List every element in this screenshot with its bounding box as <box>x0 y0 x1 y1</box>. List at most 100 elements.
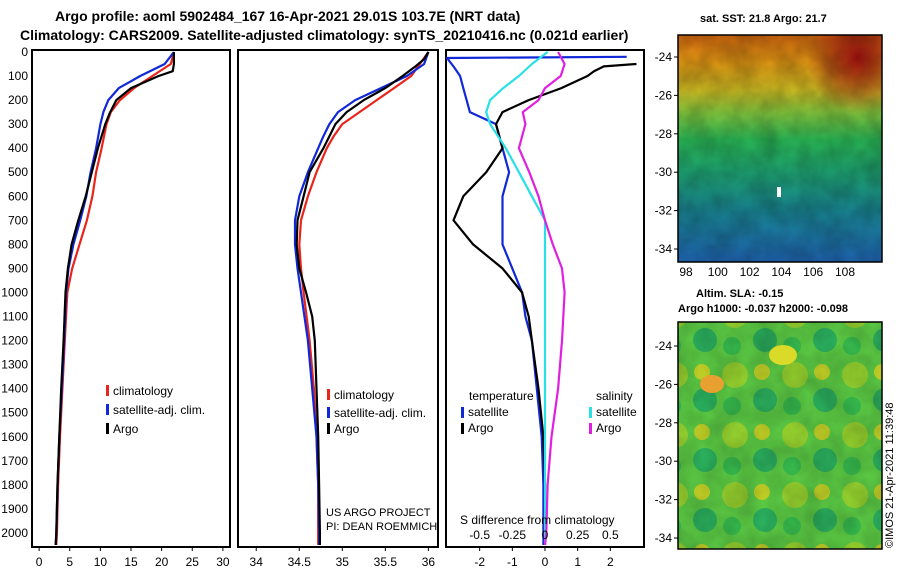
p2-legend-argo: Argo <box>334 422 360 436</box>
panel2-xtick-labels: 34 34.5 35 35.5 36 <box>250 547 436 569</box>
map1-ytick--32: -32 <box>655 204 673 218</box>
depth-tick-1100: 1100 <box>2 310 28 324</box>
panel1-frame <box>31 49 231 548</box>
depth-tick-200: 200 <box>8 93 28 107</box>
p3-xtick-temp-0: 0 <box>542 555 549 569</box>
map2-ytick--28: -28 <box>655 416 673 430</box>
map1-xtick-98: 98 <box>679 265 693 279</box>
map1-xtick-108: 108 <box>835 265 855 279</box>
p3-xtick-temp--1: -1 <box>507 555 518 569</box>
p1-xtick-10: 10 <box>94 555 108 569</box>
p2-xtick-35.5: 35.5 <box>374 555 398 569</box>
p1-xtick-25: 25 <box>186 555 200 569</box>
p1-xtick-20: 20 <box>155 555 169 569</box>
p2-legend-argo-swatch <box>327 423 330 434</box>
map2-title2: Argo h1000: -0.037 h2000: -0.098 <box>678 303 848 315</box>
map1-ytick-labels: -24 -26 -28 -30 -32 -34 <box>655 50 678 256</box>
map1-xtick-102: 102 <box>740 265 760 279</box>
series-argo <box>54 52 175 546</box>
p1-legend-clim: climatology <box>113 384 173 398</box>
p2-legend-sat-swatch <box>327 407 330 418</box>
depth-tick-100: 100 <box>8 69 28 83</box>
depth-tick-700: 700 <box>8 213 28 227</box>
panel1-series <box>54 51 175 546</box>
p2-xtick-34.5: 34.5 <box>288 555 312 569</box>
series-salinity-argo <box>517 51 566 546</box>
depth-tick-1600: 1600 <box>1 430 28 444</box>
p2-xtick-34: 34 <box>250 555 264 569</box>
depth-tick-1500: 1500 <box>1 406 28 420</box>
p3-xtick-sal--0.25: -0.25 <box>499 528 527 542</box>
p1-legend-sat: satellite-adj. clim. <box>113 403 205 417</box>
p3-legend-salinity: salinity <box>596 389 633 403</box>
p3-legend-argo2-swatch <box>589 423 592 434</box>
series-temperature-argo <box>452 62 637 545</box>
p1-legend-sat-swatch <box>106 404 109 415</box>
depth-tick-800: 800 <box>8 237 28 251</box>
p1-xtick-5: 5 <box>66 555 73 569</box>
panel1-xtick-labels: 0 5 10 15 20 25 30 <box>36 547 230 569</box>
map1-ytick--24: -24 <box>655 50 673 64</box>
title-line1: Argo profile: aoml 5902484_167 16-Apr-20… <box>55 8 520 24</box>
series-argo <box>295 51 430 545</box>
p3-legend-argo-swatch <box>461 423 464 434</box>
map1-ytick--28: -28 <box>655 127 673 141</box>
p2-credit1: US ARGO PROJECT <box>326 507 431 519</box>
p3-legend-sat-swatch <box>461 407 464 418</box>
p2-xtick-36: 36 <box>422 555 436 569</box>
p2-legend-sat: satellite-adj. clim. <box>334 406 426 420</box>
map2-ytick--30: -30 <box>655 454 673 468</box>
depth-tick-labels: 0 100 200 300 400 500 600 700 800 900 1000 1100 1200… <box>1 45 28 540</box>
p2-legend-clim-swatch <box>327 389 330 400</box>
depth-tick-2000: 2000 <box>1 526 28 540</box>
p3-xtick-sal-0: 0 <box>542 528 549 542</box>
p3-legend-argo: Argo <box>468 421 494 435</box>
depth-tick-500: 500 <box>8 165 28 179</box>
map1-xtick-100: 100 <box>708 265 728 279</box>
p1-xtick-0: 0 <box>36 555 43 569</box>
depth-tick-300: 300 <box>8 117 28 131</box>
p1-legend-argo: Argo <box>113 422 139 436</box>
p1-legend-argo-swatch <box>106 423 109 434</box>
map2-ytick--26: -26 <box>655 377 673 391</box>
map1-ytick--26: -26 <box>655 88 673 102</box>
series-climatology <box>55 51 175 546</box>
depth-tick-1000: 1000 <box>1 285 28 299</box>
p2-credit2: PI: DEAN ROEMMICH <box>326 521 437 533</box>
panel3-xtick-labels: -2 -1 0 1 2 -0.5 -0.25 0 0.25 0.5 <box>469 528 619 569</box>
depth-tick-1400: 1400 <box>1 382 28 396</box>
p3-legend-temperature: temperature <box>469 389 534 403</box>
p1-xtick-30: 30 <box>216 555 230 569</box>
series-temperature-satellite <box>445 55 627 545</box>
map1-xtick-labels: 98 100 102 104 106 108 <box>679 265 855 279</box>
map1-ytick--30: -30 <box>655 165 673 179</box>
p3-legend-argo2: Argo <box>596 421 622 435</box>
depth-tick-1800: 1800 <box>1 478 28 492</box>
map1-xtick-106: 106 <box>803 265 823 279</box>
depth-tick-1700: 1700 <box>1 454 28 468</box>
map1-ytick--34: -34 <box>655 242 673 256</box>
panel3-series <box>445 51 637 546</box>
map1-title: sat. SST: 21.8 Argo: 21.7 <box>700 13 827 25</box>
p3-legend-sat2-swatch <box>589 407 592 418</box>
panel2-series <box>293 51 430 545</box>
p3-xtick-temp-2: 2 <box>607 555 614 569</box>
depth-tick-1200: 1200 <box>1 334 28 348</box>
panel2-frame <box>237 49 439 548</box>
footer-copyright: ©IMOS 21-Apr-2021 11:39:48 <box>884 403 896 548</box>
depth-tick-0: 0 <box>21 45 28 59</box>
p1-legend-clim-swatch <box>106 385 109 396</box>
map2-ytick--24: -24 <box>655 339 673 353</box>
p3-legend-sat: satellite <box>468 405 509 419</box>
depth-tick-1300: 1300 <box>1 358 28 372</box>
p1-xtick-15: 15 <box>124 555 138 569</box>
p2-legend-clim: climatology <box>334 388 394 402</box>
map2-sla-image <box>677 321 883 550</box>
p2-xtick-35: 35 <box>336 555 350 569</box>
series-satellite-adj-clim- <box>54 51 175 546</box>
map2-title1: Altim. SLA: -0.15 <box>696 288 783 300</box>
p3-legend-sat2: satellite <box>596 405 637 419</box>
p3-xtick-sal--0.5: -0.5 <box>469 528 490 542</box>
p3-xlabel: S difference from climatology <box>460 513 615 527</box>
